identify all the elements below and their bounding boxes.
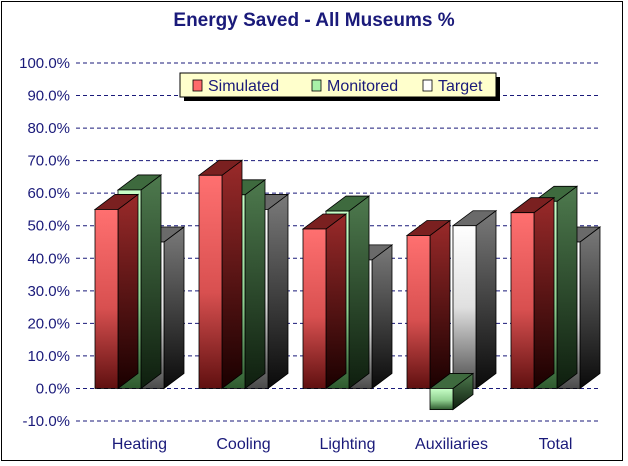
chart-title: Energy Saved - All Museums %: [173, 10, 455, 31]
legend-box: [179, 72, 497, 98]
y-tick-label: 100.0%: [19, 55, 70, 72]
y-tick-label: 50.0%: [27, 218, 70, 235]
y-tick-label: -10.0%: [22, 413, 70, 430]
legend: Simulated Monitored Target: [179, 72, 500, 101]
x-tick-label: Cooling: [216, 436, 270, 453]
bars-layer: [93, 159, 602, 411]
legend-swatch: [192, 79, 203, 92]
legend-label: Simulated: [208, 78, 279, 95]
legend-label: Target: [438, 78, 483, 95]
bar-simulated-auxiliaries: [405, 219, 452, 390]
y-tick-label: 60.0%: [27, 185, 70, 202]
legend-swatch: [422, 79, 433, 92]
bar-simulated-lighting: [301, 213, 348, 390]
y-tick-label: 10.0%: [27, 348, 70, 365]
legend-label: Monitored: [327, 78, 398, 95]
y-tick-label: 40.0%: [27, 250, 70, 267]
y-tick-label: 80.0%: [27, 120, 70, 137]
x-tick-label: Heating: [112, 436, 167, 453]
bar-simulated-total: [509, 196, 556, 390]
x-tick-label: Lighting: [319, 436, 375, 453]
x-axis: Heating Cooling Lighting Auxiliaries Total: [112, 436, 572, 453]
legend-swatch: [311, 79, 322, 92]
y-tick-label: 30.0%: [27, 283, 70, 300]
x-tick-label: Auxiliaries: [415, 436, 488, 453]
bar-simulated-heating: [93, 193, 140, 390]
bar-target-auxiliaries: [451, 209, 498, 390]
x-tick-label: Total: [539, 436, 573, 453]
y-tick-label: 90.0%: [27, 88, 70, 105]
bar-simulated-cooling: [197, 159, 244, 390]
bar-monitored-auxiliaries: [428, 372, 475, 411]
y-tick-label: 20.0%: [27, 315, 70, 332]
y-tick-label: 70.0%: [27, 153, 70, 170]
y-axis: -10.0% 0.0% 10.0% 20.0% 30.0% 40.0% 50.0% 60.0%…: [19, 55, 70, 430]
y-tick-label: 0.0%: [36, 380, 70, 397]
